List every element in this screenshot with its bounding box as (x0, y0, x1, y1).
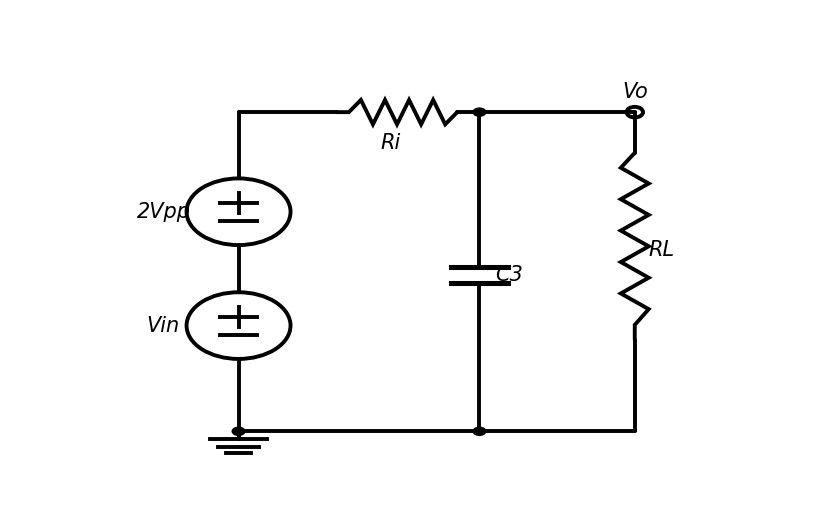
Circle shape (473, 108, 486, 116)
Circle shape (473, 427, 486, 436)
Circle shape (232, 427, 245, 436)
Text: RL: RL (649, 240, 675, 260)
Text: C3: C3 (496, 265, 524, 285)
Text: Vo: Vo (622, 82, 648, 102)
Text: 2Vpp: 2Vpp (137, 202, 191, 222)
Text: Ri: Ri (380, 133, 401, 153)
Text: Vin: Vin (146, 316, 180, 336)
